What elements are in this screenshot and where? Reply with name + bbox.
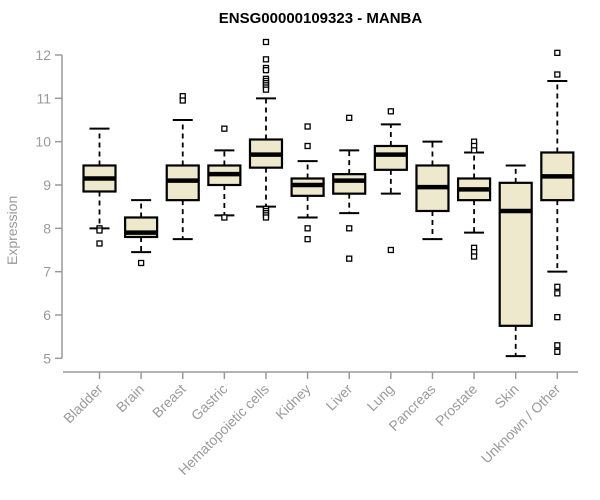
- iqr-box: [373, 144, 408, 171]
- boxplot-group-brain: [124, 199, 159, 267]
- outlier-point: [179, 97, 186, 104]
- outlier-point: [96, 240, 103, 247]
- y-tick-label: 6: [43, 307, 51, 323]
- outlier-point: [554, 313, 561, 321]
- outlier-point: [346, 114, 353, 121]
- boxplot-group-liver: [332, 114, 367, 262]
- outlier-point: [554, 342, 561, 349]
- outlier-point: [346, 225, 353, 232]
- boxplot-group-unknown-other: [540, 49, 575, 355]
- x-tick-label-skin: Skin: [491, 381, 522, 412]
- x-tick-label-brain: Brain: [113, 381, 147, 415]
- outlier-point: [262, 56, 270, 63]
- y-tick-label: 11: [36, 90, 51, 106]
- chart-title: ENSG00000109323 - MANBA: [218, 10, 423, 27]
- outlier-point: [262, 38, 270, 46]
- outlier-point: [470, 253, 478, 260]
- boxplot-group-prostate: [456, 138, 492, 260]
- outlier-point: [346, 255, 353, 262]
- outlier-point: [554, 283, 561, 290]
- outlier-point: [262, 67, 270, 74]
- outlier-point: [304, 225, 311, 232]
- y-tick-label: 12: [35, 47, 51, 63]
- outlier-point: [387, 246, 394, 254]
- outlier-point: [137, 259, 145, 267]
- outlier-point: [304, 123, 311, 130]
- boxplot-group-breast: [165, 93, 200, 241]
- y-tick-label: 9: [43, 177, 51, 193]
- boxplot-group-hematopoietic-cells: [248, 38, 284, 221]
- boxplot-group-lung: [373, 108, 408, 254]
- outlier-point: [554, 71, 561, 78]
- outlier-point: [470, 147, 478, 154]
- boxplot-group-pancreas: [415, 140, 450, 241]
- x-tick-label-unknown-other: Unknown / Other: [478, 381, 564, 467]
- outlier-point: [554, 49, 561, 56]
- outlier-point: [262, 214, 270, 221]
- x-tick-label-kidney: Kidney: [272, 381, 314, 423]
- iqr-box: [498, 181, 533, 327]
- outlier-point: [96, 227, 103, 234]
- boxplot-group-bladder: [82, 127, 117, 247]
- x-tick-label-prostate: Prostate: [432, 381, 480, 429]
- outlier-point: [221, 214, 228, 221]
- outlier-point: [554, 348, 561, 355]
- x-tick-label-bladder: Bladder: [60, 381, 106, 427]
- outlier-point: [262, 86, 270, 93]
- x-tick-label-liver: Liver: [323, 381, 356, 414]
- y-tick-label: 10: [35, 134, 51, 150]
- outlier-point: [554, 290, 561, 297]
- outlier-point: [304, 236, 311, 243]
- x-tick-label-breast: Breast: [149, 381, 189, 421]
- y-tick-label: 8: [43, 220, 51, 236]
- outlier-point: [387, 108, 394, 115]
- boxplot-group-gastric: [207, 125, 242, 221]
- boxplot-group-skin: [498, 164, 533, 358]
- iqr-box: [332, 173, 367, 195]
- x-tick-label-lung: Lung: [364, 381, 397, 414]
- boxplot-group-kidney: [290, 123, 325, 243]
- outlier-point: [221, 125, 228, 132]
- outlier-point: [304, 142, 311, 150]
- y-tick-label: 7: [43, 264, 51, 280]
- y-tick-label: 5: [43, 350, 51, 366]
